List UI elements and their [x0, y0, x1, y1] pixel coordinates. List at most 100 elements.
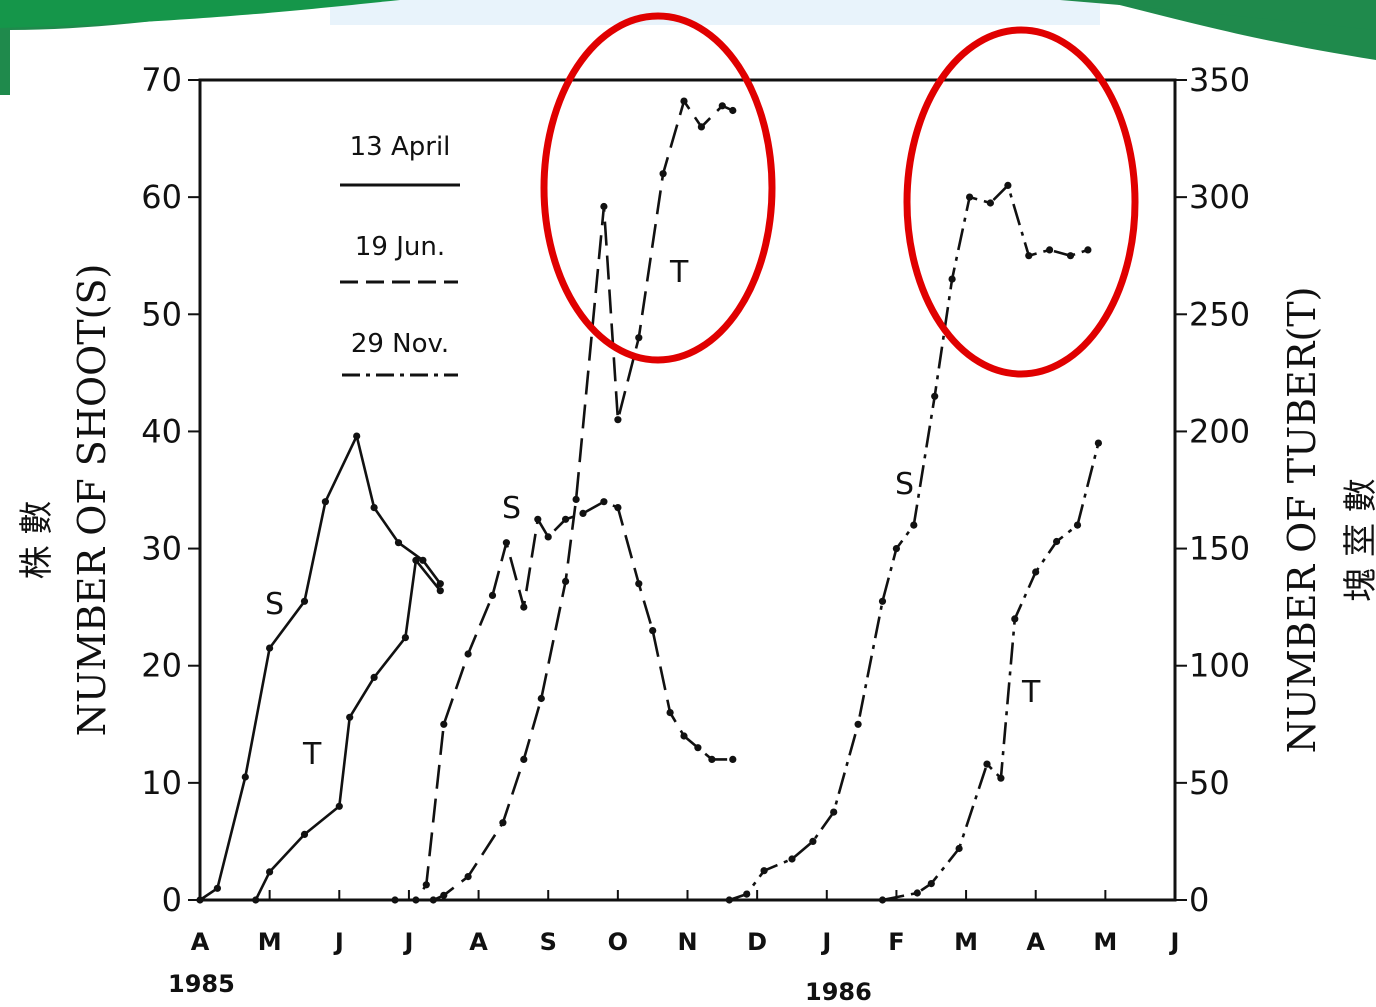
- series-layer: [196, 97, 1102, 904]
- series-label-t-april: T: [302, 737, 322, 772]
- right-axis: 0 50 100 150 200 250 300 350: [1175, 61, 1250, 919]
- data-point: [335, 802, 343, 810]
- data-point: [680, 97, 688, 105]
- x-tick-label: J: [820, 928, 831, 956]
- data-point: [300, 597, 309, 605]
- x-tick-label: N: [677, 928, 697, 956]
- data-point: [440, 891, 448, 899]
- data-point: [878, 597, 887, 605]
- x-tick-label: J: [1169, 928, 1180, 956]
- x-tick-label: A: [1026, 928, 1045, 956]
- data-point: [266, 868, 274, 876]
- data-point: [659, 170, 667, 178]
- data-point: [788, 855, 796, 863]
- data-point: [666, 709, 674, 717]
- legend-label-29-nov: 29 Nov.: [351, 329, 449, 359]
- left-tick-label: 40: [141, 412, 182, 450]
- data-point: [614, 504, 622, 512]
- plot-frame: [198, 78, 1177, 902]
- right-tick-label: 0: [1189, 881, 1209, 919]
- data-point: [1073, 521, 1082, 529]
- data-point: [520, 603, 528, 611]
- data-point: [1004, 181, 1012, 189]
- data-point: [600, 498, 608, 506]
- left-tick-label: 20: [141, 647, 182, 685]
- left-tick-label: 70: [141, 61, 182, 99]
- x-tick-label: J: [333, 928, 344, 956]
- left-tick-label: 30: [141, 530, 182, 568]
- legend: 13 April 19 Jun. 29 Nov.: [340, 132, 460, 377]
- data-point: [697, 123, 706, 131]
- data-point: [614, 416, 622, 424]
- data-point: [708, 755, 716, 764]
- data-point: [1053, 537, 1061, 546]
- data-point: [436, 587, 444, 595]
- data-point: [809, 837, 817, 846]
- data-point: [1046, 246, 1054, 254]
- data-point: [830, 808, 838, 816]
- highlight-circle-jun-tubers: [540, 12, 776, 364]
- series-label-s-jun: S: [502, 491, 521, 526]
- data-point: [878, 896, 887, 904]
- year-label-1985: 1985: [168, 970, 235, 998]
- data-point: [1094, 439, 1102, 447]
- highlight-circle-nov-shoots: [903, 26, 1139, 378]
- x-tick-label: S: [540, 928, 557, 956]
- series-line-5: [728, 184, 1089, 902]
- title-banner: [0, 0, 1376, 95]
- data-point: [1066, 252, 1075, 260]
- data-point: [725, 896, 733, 904]
- data-point: [680, 732, 688, 740]
- data-point: [266, 644, 274, 652]
- data-point: [910, 521, 918, 529]
- x-tick-label: M: [1093, 928, 1117, 956]
- data-point: [1025, 252, 1033, 260]
- data-point: [562, 515, 570, 523]
- data-point: [464, 650, 472, 658]
- left-axis-cjk-label: 株 數: [17, 501, 57, 580]
- data-point: [534, 515, 542, 523]
- right-tick-label: 150: [1189, 530, 1250, 568]
- data-point: [544, 533, 552, 541]
- series-line-3: [395, 500, 733, 902]
- right-tick-label: 50: [1189, 764, 1230, 802]
- data-point: [321, 498, 329, 506]
- data-point: [464, 873, 472, 881]
- x-tick-label: O: [608, 928, 628, 956]
- data-point: [370, 504, 378, 512]
- data-point: [931, 392, 939, 400]
- right-tick-label: 300: [1189, 178, 1250, 216]
- year-label-1986: 1986: [805, 978, 872, 1006]
- x-tick-label: D: [747, 928, 767, 956]
- data-point: [353, 432, 361, 440]
- x-tick-label: M: [954, 928, 978, 956]
- data-point: [854, 720, 862, 728]
- series-label-t-nov: T: [1021, 675, 1041, 710]
- data-point: [412, 896, 420, 904]
- series-line-1: [199, 434, 442, 902]
- data-point: [300, 830, 309, 839]
- data-point: [213, 884, 221, 892]
- x-tick-label: F: [888, 928, 904, 956]
- data-point: [986, 199, 995, 207]
- data-point: [252, 896, 260, 904]
- data-point: [760, 867, 768, 875]
- data-point: [401, 634, 409, 642]
- data-point: [718, 102, 726, 110]
- left-axis-label: NUMBER OF SHOOT(S): [70, 264, 114, 737]
- data-point: [948, 275, 956, 283]
- left-tick-label: 0: [162, 881, 182, 919]
- legend-label-13-april: 13 April: [350, 132, 451, 162]
- data-point: [1011, 615, 1019, 623]
- data-point: [966, 193, 974, 201]
- data-point: [572, 495, 580, 503]
- data-point: [983, 760, 991, 768]
- data-point: [241, 773, 249, 781]
- data-point: [955, 844, 963, 853]
- right-tick-label: 250: [1189, 295, 1250, 333]
- data-point: [419, 556, 427, 564]
- data-point: [649, 627, 657, 635]
- x-tick-label: M: [258, 928, 282, 956]
- left-tick-label: 10: [141, 764, 182, 802]
